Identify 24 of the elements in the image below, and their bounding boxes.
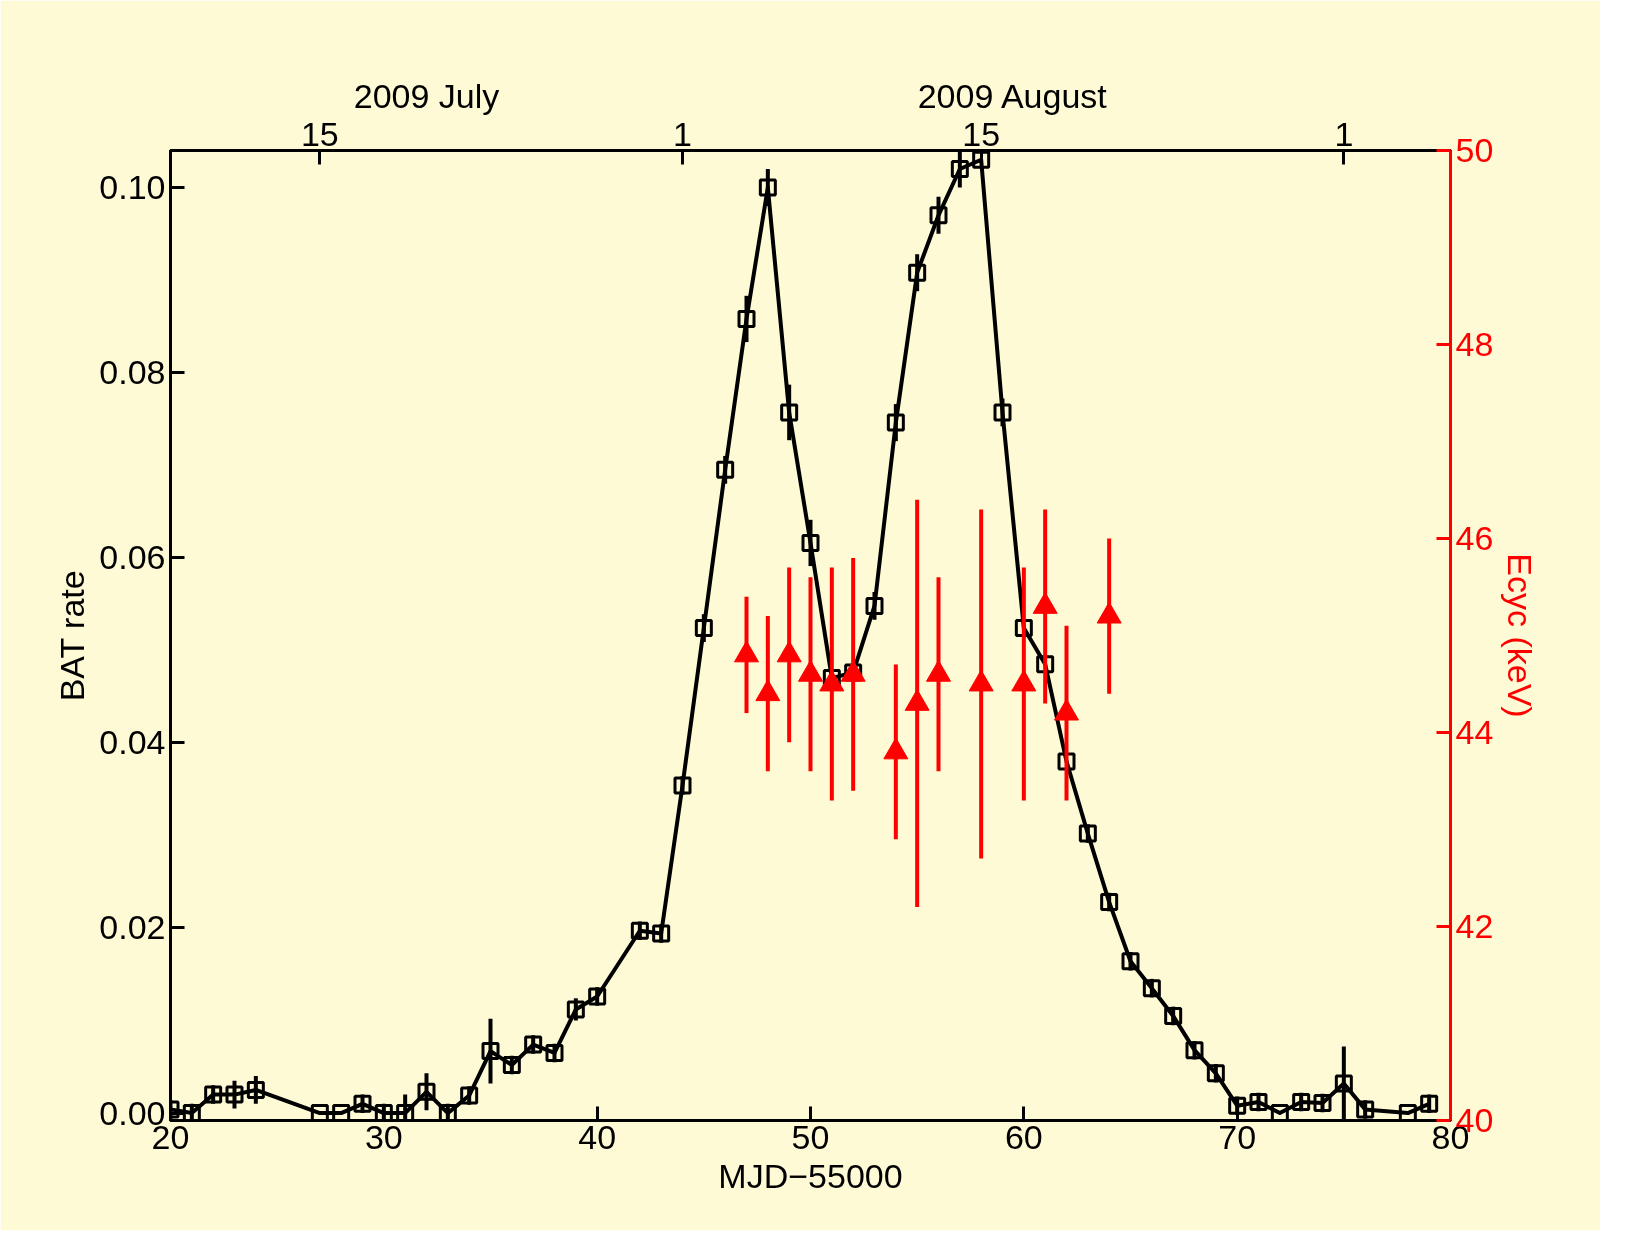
x-tick-label: 70 — [1218, 1117, 1257, 1156]
x-axis-title: MJD−55000 — [718, 1156, 903, 1195]
x2-tick-label: 15 — [962, 114, 1001, 153]
x-tick-label: 30 — [364, 1117, 403, 1156]
y-tick-label: 0.06 — [99, 538, 166, 577]
x2-tick-label: 15 — [300, 114, 339, 153]
y2-tick-label: 50 — [1455, 131, 1494, 169]
x2-tick-label: 1 — [1334, 114, 1354, 153]
y-tick-label: 0.04 — [99, 723, 166, 762]
y2-tick-label: 42 — [1455, 907, 1494, 945]
y-axis-title: BAT rate — [53, 570, 92, 702]
text: 2009 July — [353, 76, 500, 115]
y2-tick-label: 46 — [1455, 519, 1494, 557]
x-tick-label: 60 — [1004, 1117, 1043, 1156]
y2-tick-label: 44 — [1455, 713, 1494, 751]
y2-tick-label: 48 — [1455, 325, 1494, 363]
x2-tick-label: 1 — [673, 114, 692, 153]
x-tick-label: 40 — [578, 1117, 617, 1156]
x-tick-label: 50 — [791, 1117, 830, 1156]
y-tick-label: 0.08 — [99, 353, 166, 392]
y-tick-label: 0.10 — [99, 168, 166, 207]
text: 2009 August — [917, 76, 1108, 115]
y-tick-label: 0.02 — [99, 908, 166, 947]
y2-axis-title: Ecyc (keV) — [1501, 553, 1540, 718]
